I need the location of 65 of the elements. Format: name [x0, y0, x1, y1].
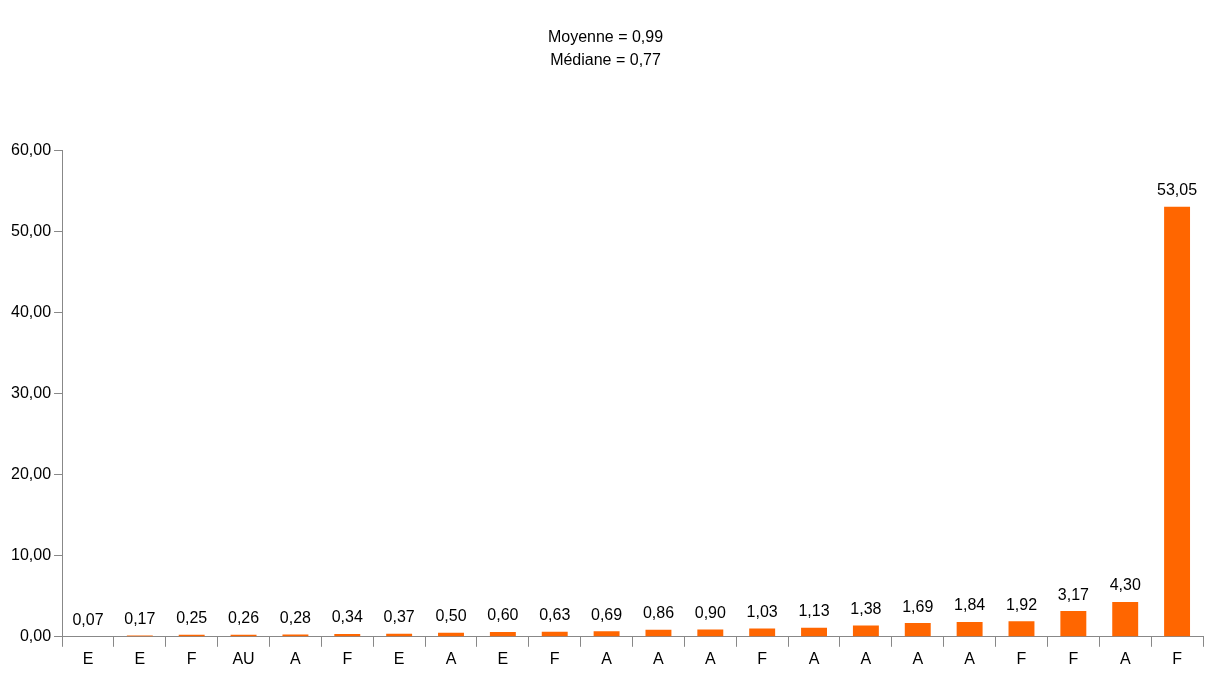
data-label: 1,13: [798, 602, 830, 620]
x-tick-label: E: [82, 649, 94, 667]
x-tick-label: A: [1119, 649, 1131, 667]
data-label: 1,69: [902, 597, 934, 615]
y-tick-label: 0,00: [19, 627, 52, 645]
data-label: 1,92: [1005, 595, 1038, 613]
x-tick-label: E: [393, 649, 405, 667]
y-tick-label: 60,00: [10, 140, 52, 158]
x-tick-label: A: [964, 649, 976, 667]
data-label: 1,84: [954, 596, 986, 614]
data-label: 0,50: [435, 607, 467, 625]
bar: [1112, 601, 1139, 637]
y-tick-label: 20,00: [10, 465, 52, 483]
data-label: 0,28: [279, 608, 312, 626]
data-label: 53,05: [1157, 181, 1198, 199]
data-label: 1,38: [850, 600, 882, 618]
y-tick-label: 10,00: [10, 546, 52, 564]
x-tick-label: F: [1016, 649, 1027, 667]
data-label: 0,69: [591, 605, 623, 623]
x-tick-label: F: [186, 649, 197, 667]
bar: [645, 629, 672, 637]
data-label: 0,86: [642, 604, 675, 622]
bar: [852, 625, 879, 637]
y-tick-label: 30,00: [10, 384, 52, 402]
bar: [1008, 621, 1035, 637]
x-tick-label: E: [134, 649, 146, 667]
bar: [904, 623, 931, 637]
x-tick-label: E: [497, 649, 509, 667]
bar: [956, 621, 983, 637]
x-tick-label: F: [1068, 649, 1079, 667]
bar: [801, 627, 827, 637]
data-label: 4,30: [1109, 576, 1141, 594]
x-tick-label: F: [342, 649, 353, 667]
x-tick-label: F: [757, 649, 768, 667]
bar: [1164, 206, 1191, 637]
x-tick-label: A: [290, 649, 302, 667]
data-label: 0,25: [176, 609, 208, 627]
data-label: 0,17: [124, 609, 156, 627]
data-label: 0,34: [331, 608, 363, 626]
bar: [749, 628, 776, 637]
bar: [593, 631, 620, 637]
x-tick-label: A: [912, 649, 924, 667]
x-tick-label: A: [445, 649, 457, 667]
data-label: 0,90: [694, 603, 726, 621]
data-label: 1,03: [746, 602, 778, 620]
x-tick-label: F: [549, 649, 560, 667]
x-tick-label: F: [1172, 649, 1183, 667]
data-label: 0,63: [539, 606, 571, 624]
x-tick-label: A: [601, 649, 613, 667]
x-tick-label: A: [653, 649, 665, 667]
y-tick-label: 40,00: [10, 302, 52, 320]
x-tick-label: A: [860, 649, 872, 667]
bar: [489, 631, 516, 637]
data-label: 0,60: [487, 606, 519, 624]
chart-title: Moyenne = 0,99: [547, 28, 664, 46]
y-tick-label: 50,00: [10, 221, 52, 239]
data-label: 0,07: [72, 610, 104, 628]
x-tick-label: AU: [232, 649, 255, 667]
chart-subtitle: Médiane = 0,77: [550, 51, 661, 69]
data-label: 0,26: [227, 609, 260, 627]
data-label: 0,37: [383, 608, 415, 626]
bar: [1060, 611, 1087, 637]
x-tick-label: A: [808, 649, 820, 667]
data-label: 3,17: [1057, 585, 1090, 603]
x-tick-label: A: [704, 649, 716, 667]
